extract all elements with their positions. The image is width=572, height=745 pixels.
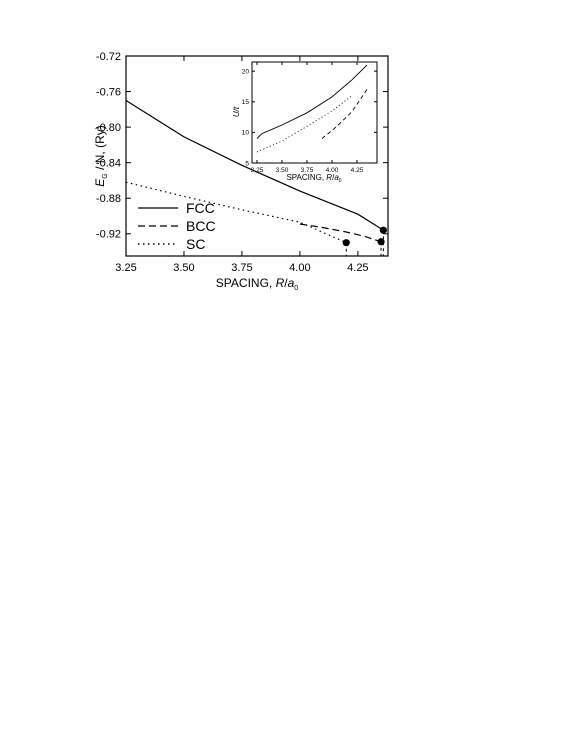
y-tick-label-0-3: -0.84 bbox=[96, 158, 121, 170]
main-x-axis-title: SPACING, R/a0 bbox=[216, 276, 299, 292]
x-tick-label-1-4: 4.25 bbox=[351, 167, 364, 174]
main-y-axis-title: EG / N, (Ry) bbox=[93, 125, 109, 186]
series-line-bcc bbox=[299, 223, 382, 243]
x-tick-label-0-1: 3.50 bbox=[173, 262, 194, 274]
main-series-group bbox=[125, 99, 387, 256]
series-line-bcc-inset bbox=[321, 89, 368, 139]
x-tick-label-0-0: 3.25 bbox=[115, 262, 136, 274]
series-line-fcc bbox=[125, 99, 384, 231]
y-tick-label-0-1: -0.76 bbox=[96, 86, 121, 98]
legend: FCC BCC SC bbox=[138, 200, 216, 252]
endpoint-marker-fcc bbox=[379, 226, 387, 234]
x-tick-label-1-1: 3.50 bbox=[276, 167, 289, 174]
endpoint-marker-sc bbox=[342, 239, 350, 247]
legend-label-sc: SC bbox=[186, 236, 205, 252]
endpoint-marker-bcc bbox=[377, 238, 385, 246]
y-tick-label-0-4: -0.88 bbox=[96, 193, 121, 205]
y-tick-label-1-3: 20 bbox=[242, 68, 250, 75]
y-tick-label-0-0: -0.72 bbox=[96, 51, 121, 63]
legend-label-fcc: FCC bbox=[186, 200, 215, 216]
inset-axis-ticks: 3.25 3.50 3.75 4.00 4.25 5 10 15 20 bbox=[242, 62, 377, 174]
main-axis-ticks: 3.25 3.50 3.75 4.00 4.25 -0.72 -0.76 -0.80 -0.84… bbox=[96, 51, 388, 274]
inset-x-axis-title: SPACING, R/a0 bbox=[286, 173, 341, 184]
inset-plot-frame bbox=[251, 61, 378, 164]
main-plot-frame bbox=[125, 55, 389, 257]
x-tick-label-1-2: 3.75 bbox=[301, 167, 314, 174]
inset-series-group bbox=[256, 64, 368, 153]
y-tick-label-1-2: 15 bbox=[242, 99, 250, 106]
y-tick-label-0-5: -0.92 bbox=[96, 229, 121, 241]
series-line-fcc-inset bbox=[256, 64, 368, 139]
x-tick-label-0-3: 4.00 bbox=[289, 262, 310, 274]
legend-label-bcc: BCC bbox=[186, 218, 216, 234]
y-tick-label-0-2: -0.80 bbox=[96, 122, 121, 134]
x-tick-label-0-2: 3.75 bbox=[231, 262, 252, 274]
y-tick-label-1-0: 5 bbox=[245, 160, 249, 167]
y-tick-label-1-1: 10 bbox=[242, 130, 250, 137]
series-line-sc bbox=[125, 181, 347, 244]
x-tick-label-0-4: 4.25 bbox=[347, 262, 368, 274]
x-tick-label-1-0: 3.25 bbox=[251, 167, 264, 174]
x-tick-label-1-3: 4.00 bbox=[326, 167, 339, 174]
inset-y-axis-title: U/t bbox=[232, 106, 241, 117]
series-line-sc-inset bbox=[256, 95, 353, 153]
